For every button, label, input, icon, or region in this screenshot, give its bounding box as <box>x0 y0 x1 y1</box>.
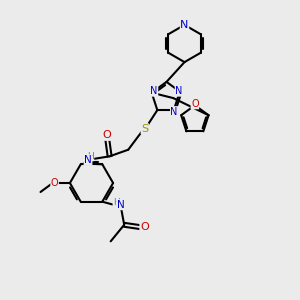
Text: N: N <box>84 155 92 165</box>
Text: N: N <box>175 86 183 96</box>
Text: O: O <box>103 130 112 140</box>
Text: H: H <box>87 152 94 161</box>
Text: N: N <box>180 20 189 30</box>
Text: N: N <box>170 106 178 117</box>
Text: S: S <box>141 124 148 134</box>
Text: O: O <box>51 178 58 188</box>
Text: N: N <box>117 200 124 210</box>
Text: O: O <box>140 222 149 232</box>
Text: H: H <box>113 197 120 206</box>
Text: N: N <box>150 86 158 96</box>
Text: O: O <box>191 99 199 109</box>
